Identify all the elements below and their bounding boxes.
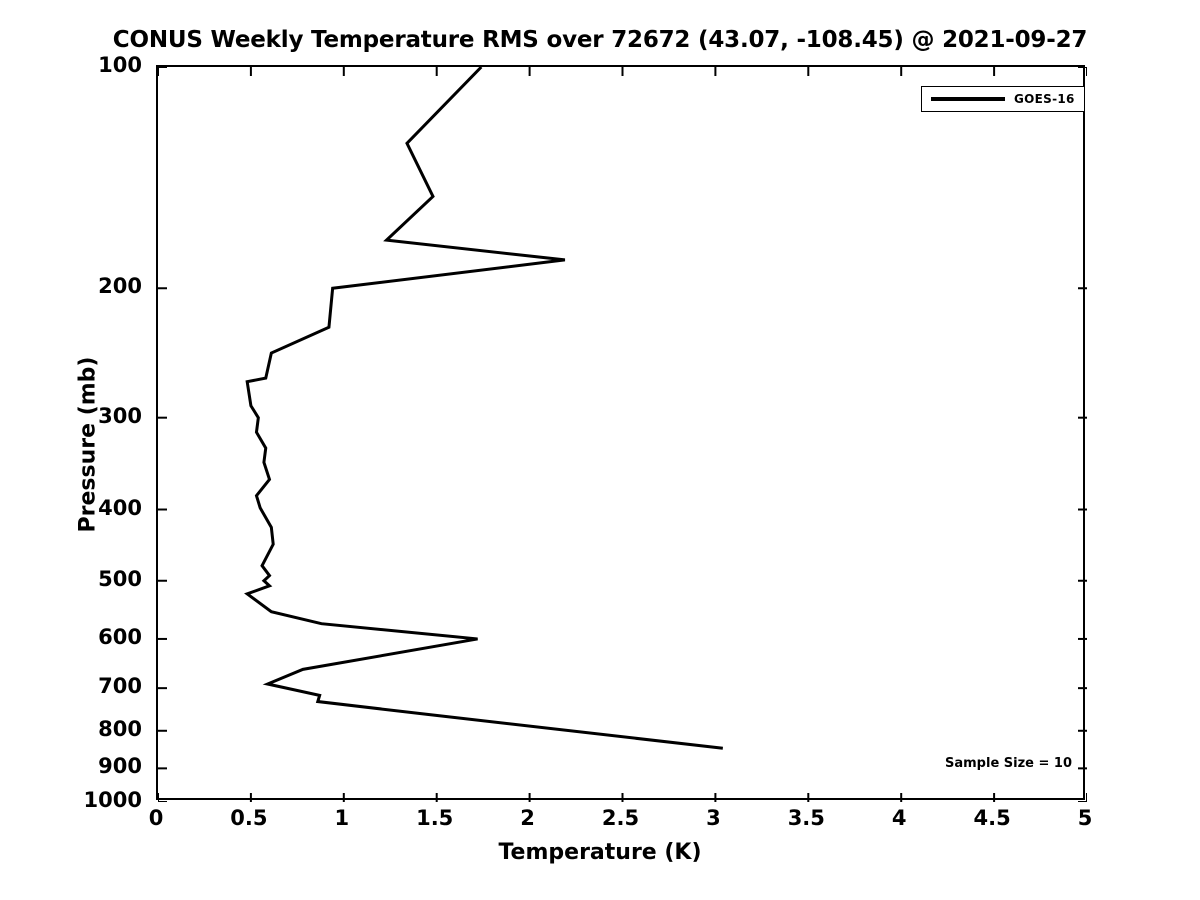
page-title: CONUS Weekly Temperature RMS over 72672 …: [112, 27, 1088, 53]
x-tick-label: 1: [334, 806, 350, 830]
y-axis-ticks: [158, 67, 1087, 802]
y-axis-title: Pressure (mb): [75, 356, 101, 533]
x-tick-label: 3.5: [787, 806, 825, 830]
legend-label-goes-16: GOES-16: [1014, 92, 1075, 106]
x-tick-label: 0: [148, 806, 164, 830]
x-tick-label: 4.5: [973, 806, 1011, 830]
legend-swatch-goes-16: [931, 97, 1005, 101]
sample-size-annotation: Sample Size = 10: [945, 756, 1073, 771]
x-axis-title: Temperature (K): [498, 840, 702, 865]
plot-area: [156, 65, 1087, 802]
y-tick-label: 400: [98, 495, 142, 520]
y-tick-label: 200: [98, 274, 142, 299]
series-line-goes-16: [244, 67, 724, 750]
y-tick-label: 600: [98, 624, 142, 649]
y-tick-label: 900: [98, 754, 142, 779]
data-line-svg: [158, 67, 1087, 802]
x-tick-label: 2.5: [601, 806, 640, 830]
x-tick-label: 5: [1077, 806, 1093, 830]
y-tick-label: 800: [98, 716, 142, 741]
y-tick-label: 700: [98, 674, 142, 699]
y-tick-label: 100: [98, 53, 142, 77]
x-tick-label: 1.5: [416, 806, 454, 830]
x-tick-label: 3: [706, 806, 721, 830]
x-tick-label: 4: [891, 806, 907, 830]
y-tick-label: 500: [98, 566, 142, 591]
x-axis-ticks: [158, 67, 1087, 802]
y-tick-label: 300: [98, 403, 142, 428]
legend: GOES-16: [921, 86, 1085, 112]
x-tick-label: 2: [520, 806, 535, 830]
x-tick-label: 0.5: [230, 806, 268, 830]
